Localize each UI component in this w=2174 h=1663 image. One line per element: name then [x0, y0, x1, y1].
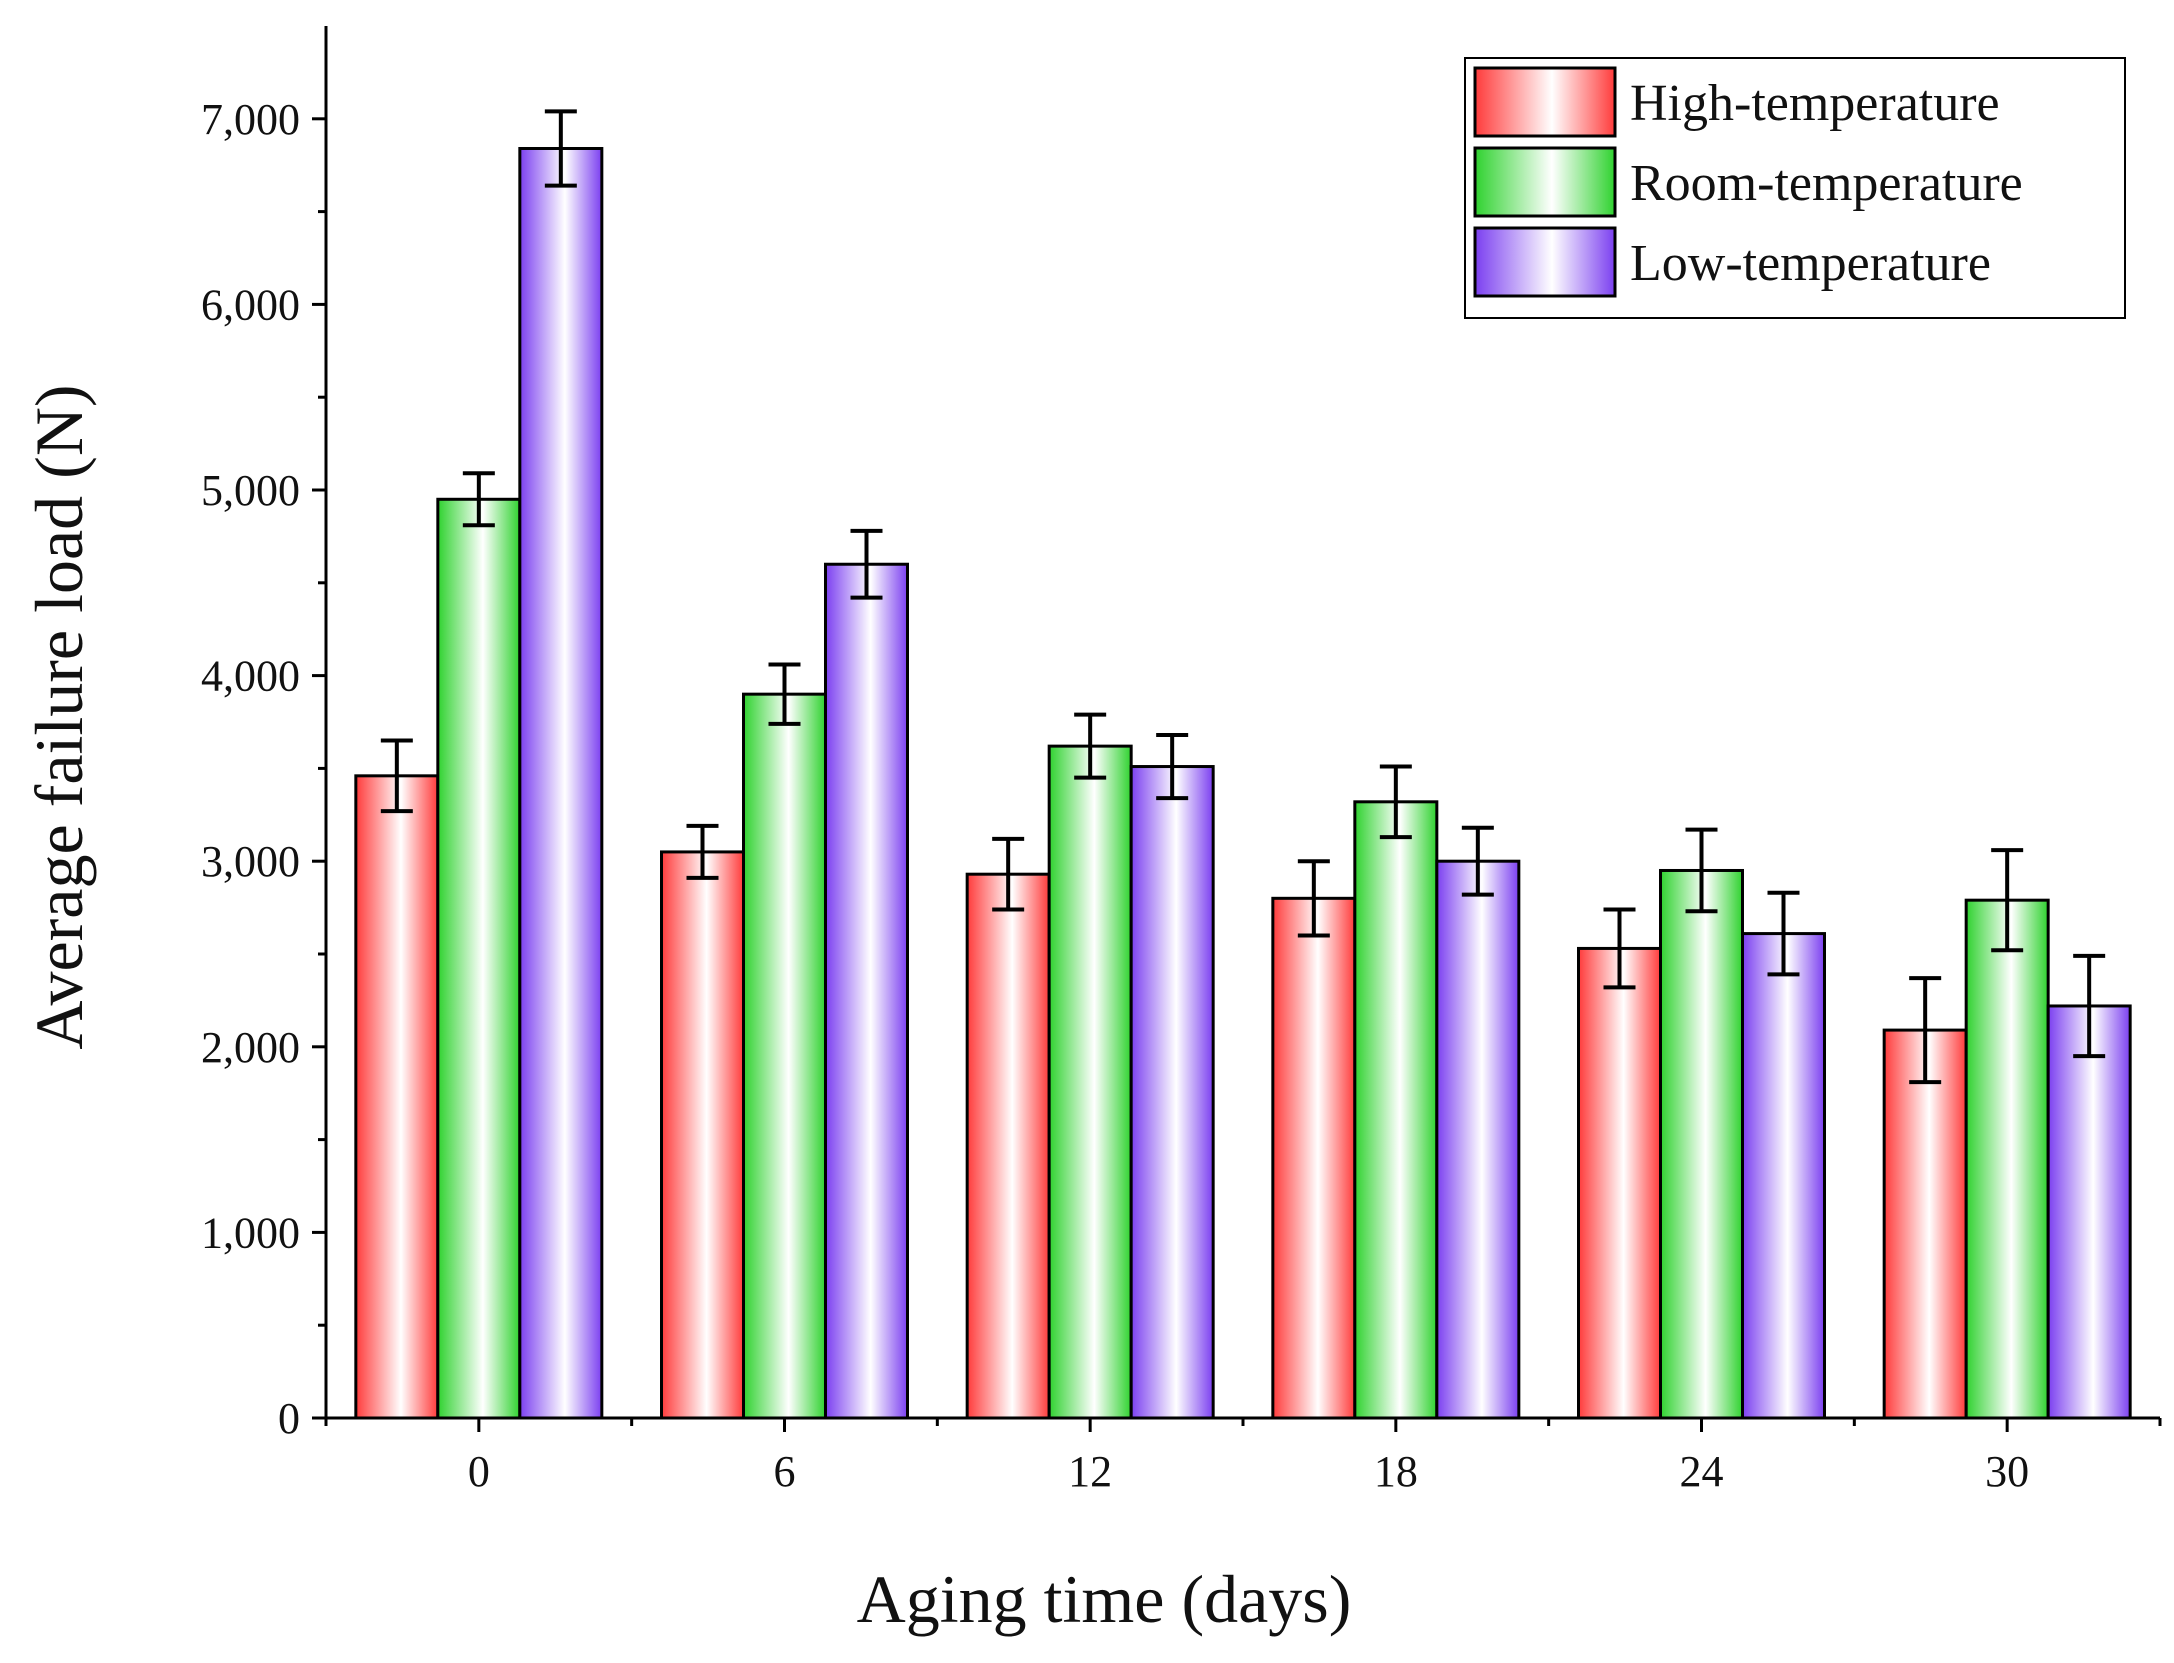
- bar-low-temperature-30: [2046, 1004, 2132, 1420]
- bar-room-temperature-12: [1047, 744, 1133, 1420]
- error-bar-room-temperature-0: [462, 471, 495, 528]
- bar-room-temperature-24: [1659, 868, 1744, 1420]
- axes-layer: 0 1,000 2,000 3,000 4,000 5,000 6,000 7,000 0 6 12…: [201, 26, 2162, 1496]
- x-tick-label: 12: [1068, 1447, 1112, 1496]
- error-bar-room-temperature-18: [1379, 764, 1412, 840]
- error-bar-room-temperature-24: [1685, 827, 1718, 914]
- bar-high-temperature-0: [354, 774, 440, 1420]
- legend-item: Room-temperature: [1473, 146, 2023, 218]
- bar-low-temperature-0: [518, 146, 604, 1420]
- bar-room-temperature-30: [1964, 898, 2050, 1420]
- error-bar-high-temperature-24: [1603, 907, 1636, 990]
- bars-layer: [354, 146, 2132, 1420]
- x-tick-label: 0: [468, 1447, 490, 1496]
- y-tick-label: 7,000: [201, 95, 300, 144]
- legend: High-temperature Room-temperature Low-temp…: [1464, 57, 2126, 319]
- error-bar-low-temperature-30: [2073, 953, 2106, 1059]
- error-bar-high-temperature-6: [686, 823, 719, 880]
- bar-low-temperature-12: [1129, 765, 1215, 1420]
- bar-room-temperature-0: [436, 497, 522, 1420]
- bar-room-temperature-18: [1353, 800, 1439, 1420]
- bar-low-temperature-24: [1741, 932, 1826, 1420]
- bar-low-temperature-6: [824, 562, 909, 1420]
- legend-swatch: [1473, 226, 1617, 298]
- bar-high-temperature-24: [1577, 946, 1662, 1420]
- bar-low-temperature-18: [1435, 859, 1521, 1420]
- y-tick-label: 0: [278, 1394, 300, 1443]
- legend-label: High-temperature: [1630, 75, 2000, 132]
- legend-item: Low-temperature: [1473, 226, 1991, 298]
- x-axis-title: Aging time (days): [857, 1561, 1352, 1637]
- x-tick-label: 18: [1374, 1447, 1418, 1496]
- y-tick-label: 1,000: [201, 1208, 300, 1257]
- y-axis-title: Average failure load (N): [21, 384, 97, 1049]
- error-bar-low-temperature-0: [544, 109, 577, 188]
- bar-room-temperature-6: [742, 692, 827, 1420]
- error-bar-high-temperature-0: [380, 738, 413, 814]
- y-tick-label: 3,000: [201, 837, 300, 886]
- error-bars-layer: [380, 109, 2106, 1085]
- legend-label: Low-temperature: [1630, 235, 1991, 292]
- error-bar-high-temperature-18: [1297, 859, 1330, 938]
- legend-swatch: [1473, 146, 1617, 218]
- y-tick-label: 5,000: [201, 466, 300, 515]
- error-bar-low-temperature-12: [1156, 732, 1189, 801]
- bar-high-temperature-30: [1882, 1028, 1968, 1420]
- x-tick-label: 30: [1985, 1447, 2029, 1496]
- error-bar-room-temperature-30: [1991, 848, 2024, 953]
- y-tick-label: 2,000: [201, 1023, 300, 1072]
- y-tick-label: 6,000: [201, 280, 300, 329]
- bar-high-temperature-18: [1271, 896, 1357, 1420]
- error-bar-room-temperature-12: [1074, 712, 1107, 780]
- y-tick-label: 4,000: [201, 652, 300, 701]
- error-bar-room-temperature-6: [768, 662, 801, 726]
- error-bar-low-temperature-6: [850, 528, 883, 600]
- error-bar-high-temperature-12: [992, 836, 1025, 912]
- legend-label: Room-temperature: [1630, 155, 2023, 212]
- legend-swatch: [1473, 66, 1617, 138]
- error-bar-low-temperature-18: [1461, 825, 1494, 897]
- legend-item: High-temperature: [1473, 66, 2000, 138]
- x-tick-label: 6: [774, 1447, 796, 1496]
- error-bar-high-temperature-30: [1909, 976, 1942, 1085]
- bar-high-temperature-6: [660, 850, 745, 1420]
- x-tick-label: 24: [1680, 1447, 1724, 1496]
- bar-high-temperature-12: [965, 872, 1051, 1420]
- error-bar-low-temperature-24: [1767, 890, 1800, 977]
